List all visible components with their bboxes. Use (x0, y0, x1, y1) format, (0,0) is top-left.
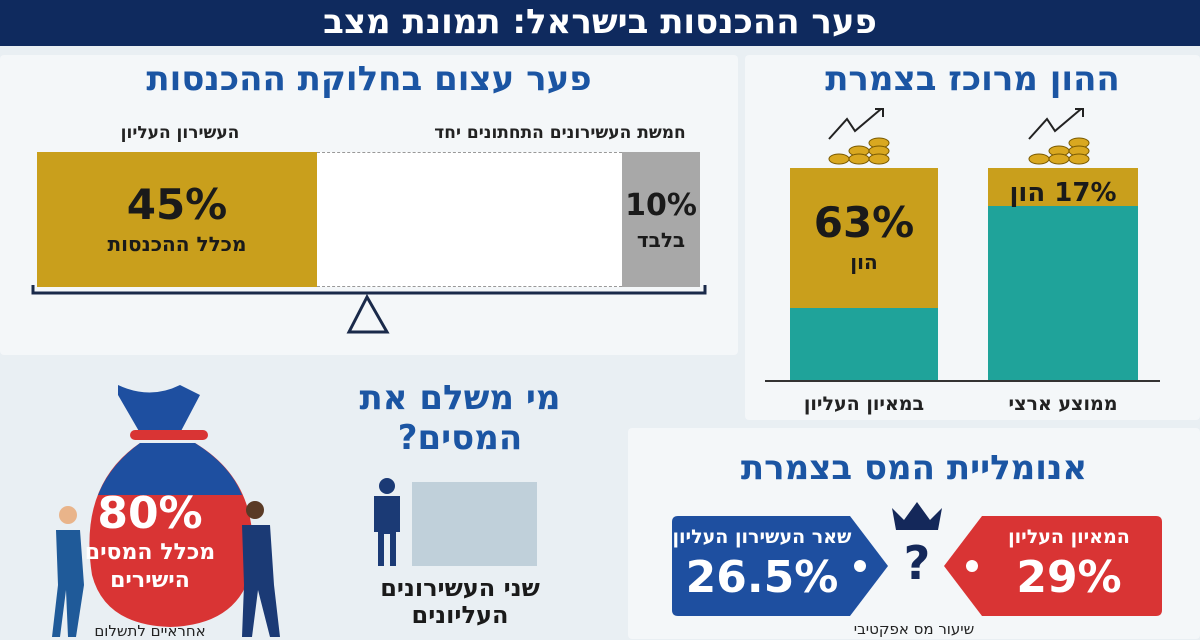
red-price-tag (944, 516, 1162, 616)
bar-bottom-five: 10% בלבד (622, 152, 700, 287)
who-pays-title: מי משלם את המסים? (330, 378, 590, 458)
who-pays-title-line1: מי משלם את (359, 378, 561, 418)
bag-line1: מכלל המסים (84, 540, 216, 565)
tax-anomaly-panel: אנומליית המס בצמרת שאר העשירון העליון 26… (628, 428, 1200, 639)
bag-line2: הישירים (110, 568, 190, 593)
top-decile-caption: מכלל ההכנסות (107, 232, 247, 256)
tax-caption: שיעור מס אפקטיבי (853, 620, 975, 638)
blue-price-tag (672, 516, 888, 616)
group-line2: העליונים (411, 601, 509, 629)
question-mark: ? (903, 536, 931, 590)
national-average-label: ממוצע ארצי (1008, 393, 1118, 415)
bar-national-average: 17% הון (988, 168, 1138, 380)
blue-tag-label: שאר העשירון העליון (672, 526, 852, 548)
scale-balance-icon (31, 285, 707, 334)
income-gap-panel: פער עצום בחלוקת ההכנסות העשירון העליון ח… (0, 55, 738, 355)
bag-value: 80% (97, 488, 203, 539)
national-average-value: 17% הון (1009, 178, 1117, 208)
chart-baseline (765, 380, 1160, 382)
red-tag-label: המאיון העליון (1008, 526, 1130, 548)
who-pays-group: שני העשירונים העליונים (355, 575, 565, 629)
header-banner: פער ההכנסות בישראל: תמונת מצב (0, 0, 1200, 46)
bar-top-percentile-capital (790, 168, 938, 309)
income-gap-empty (317, 152, 622, 287)
bar-national-average-capital (988, 168, 1138, 206)
who-pays-title-line2: המסים? (397, 418, 523, 458)
money-bag-icon (52, 385, 280, 637)
top-percentile-caption: הון (850, 250, 878, 274)
income-gap-title: פער עצום בחלוקת ההכנסות (146, 59, 592, 99)
coins-growth-icon (1028, 108, 1090, 165)
capital-panel: ההון מרוכז בצמרת 63% הון 17% הון במאיון … (745, 55, 1200, 420)
bottom-five-caption: בלבד (636, 228, 686, 252)
blue-tag-value: 26.5% (685, 552, 839, 603)
people-group-icon (374, 478, 537, 566)
red-tag-value: 29% (1016, 552, 1122, 603)
top-percentile-label: במאיון העליון (803, 393, 925, 415)
capital-title: ההון מרוכז בצמרת (825, 59, 1120, 99)
crown-icon (892, 502, 942, 530)
bottom-five-label: חמשת העשירונים התחתונים יחד (434, 123, 686, 143)
page-title: פער ההכנסות בישראל: תמונת מצב (323, 2, 877, 42)
group-line1: שני העשירונים (380, 574, 540, 602)
tax-anomaly-title: אנומליית המס בצמרת (740, 448, 1088, 488)
bar-top-decile: 45% מכלל ההכנסות (37, 152, 317, 287)
bar-top-percentile: 63% הון (790, 168, 938, 380)
bag-caption: אחראיים לתשלום (94, 622, 206, 640)
coins-growth-icon (828, 108, 890, 165)
top-percentile-value: 63% (813, 198, 915, 247)
top-decile-label: העשירון העליון (120, 123, 240, 143)
bottom-five-value: 10% (625, 188, 697, 223)
top-decile-value: 45% (126, 180, 228, 229)
